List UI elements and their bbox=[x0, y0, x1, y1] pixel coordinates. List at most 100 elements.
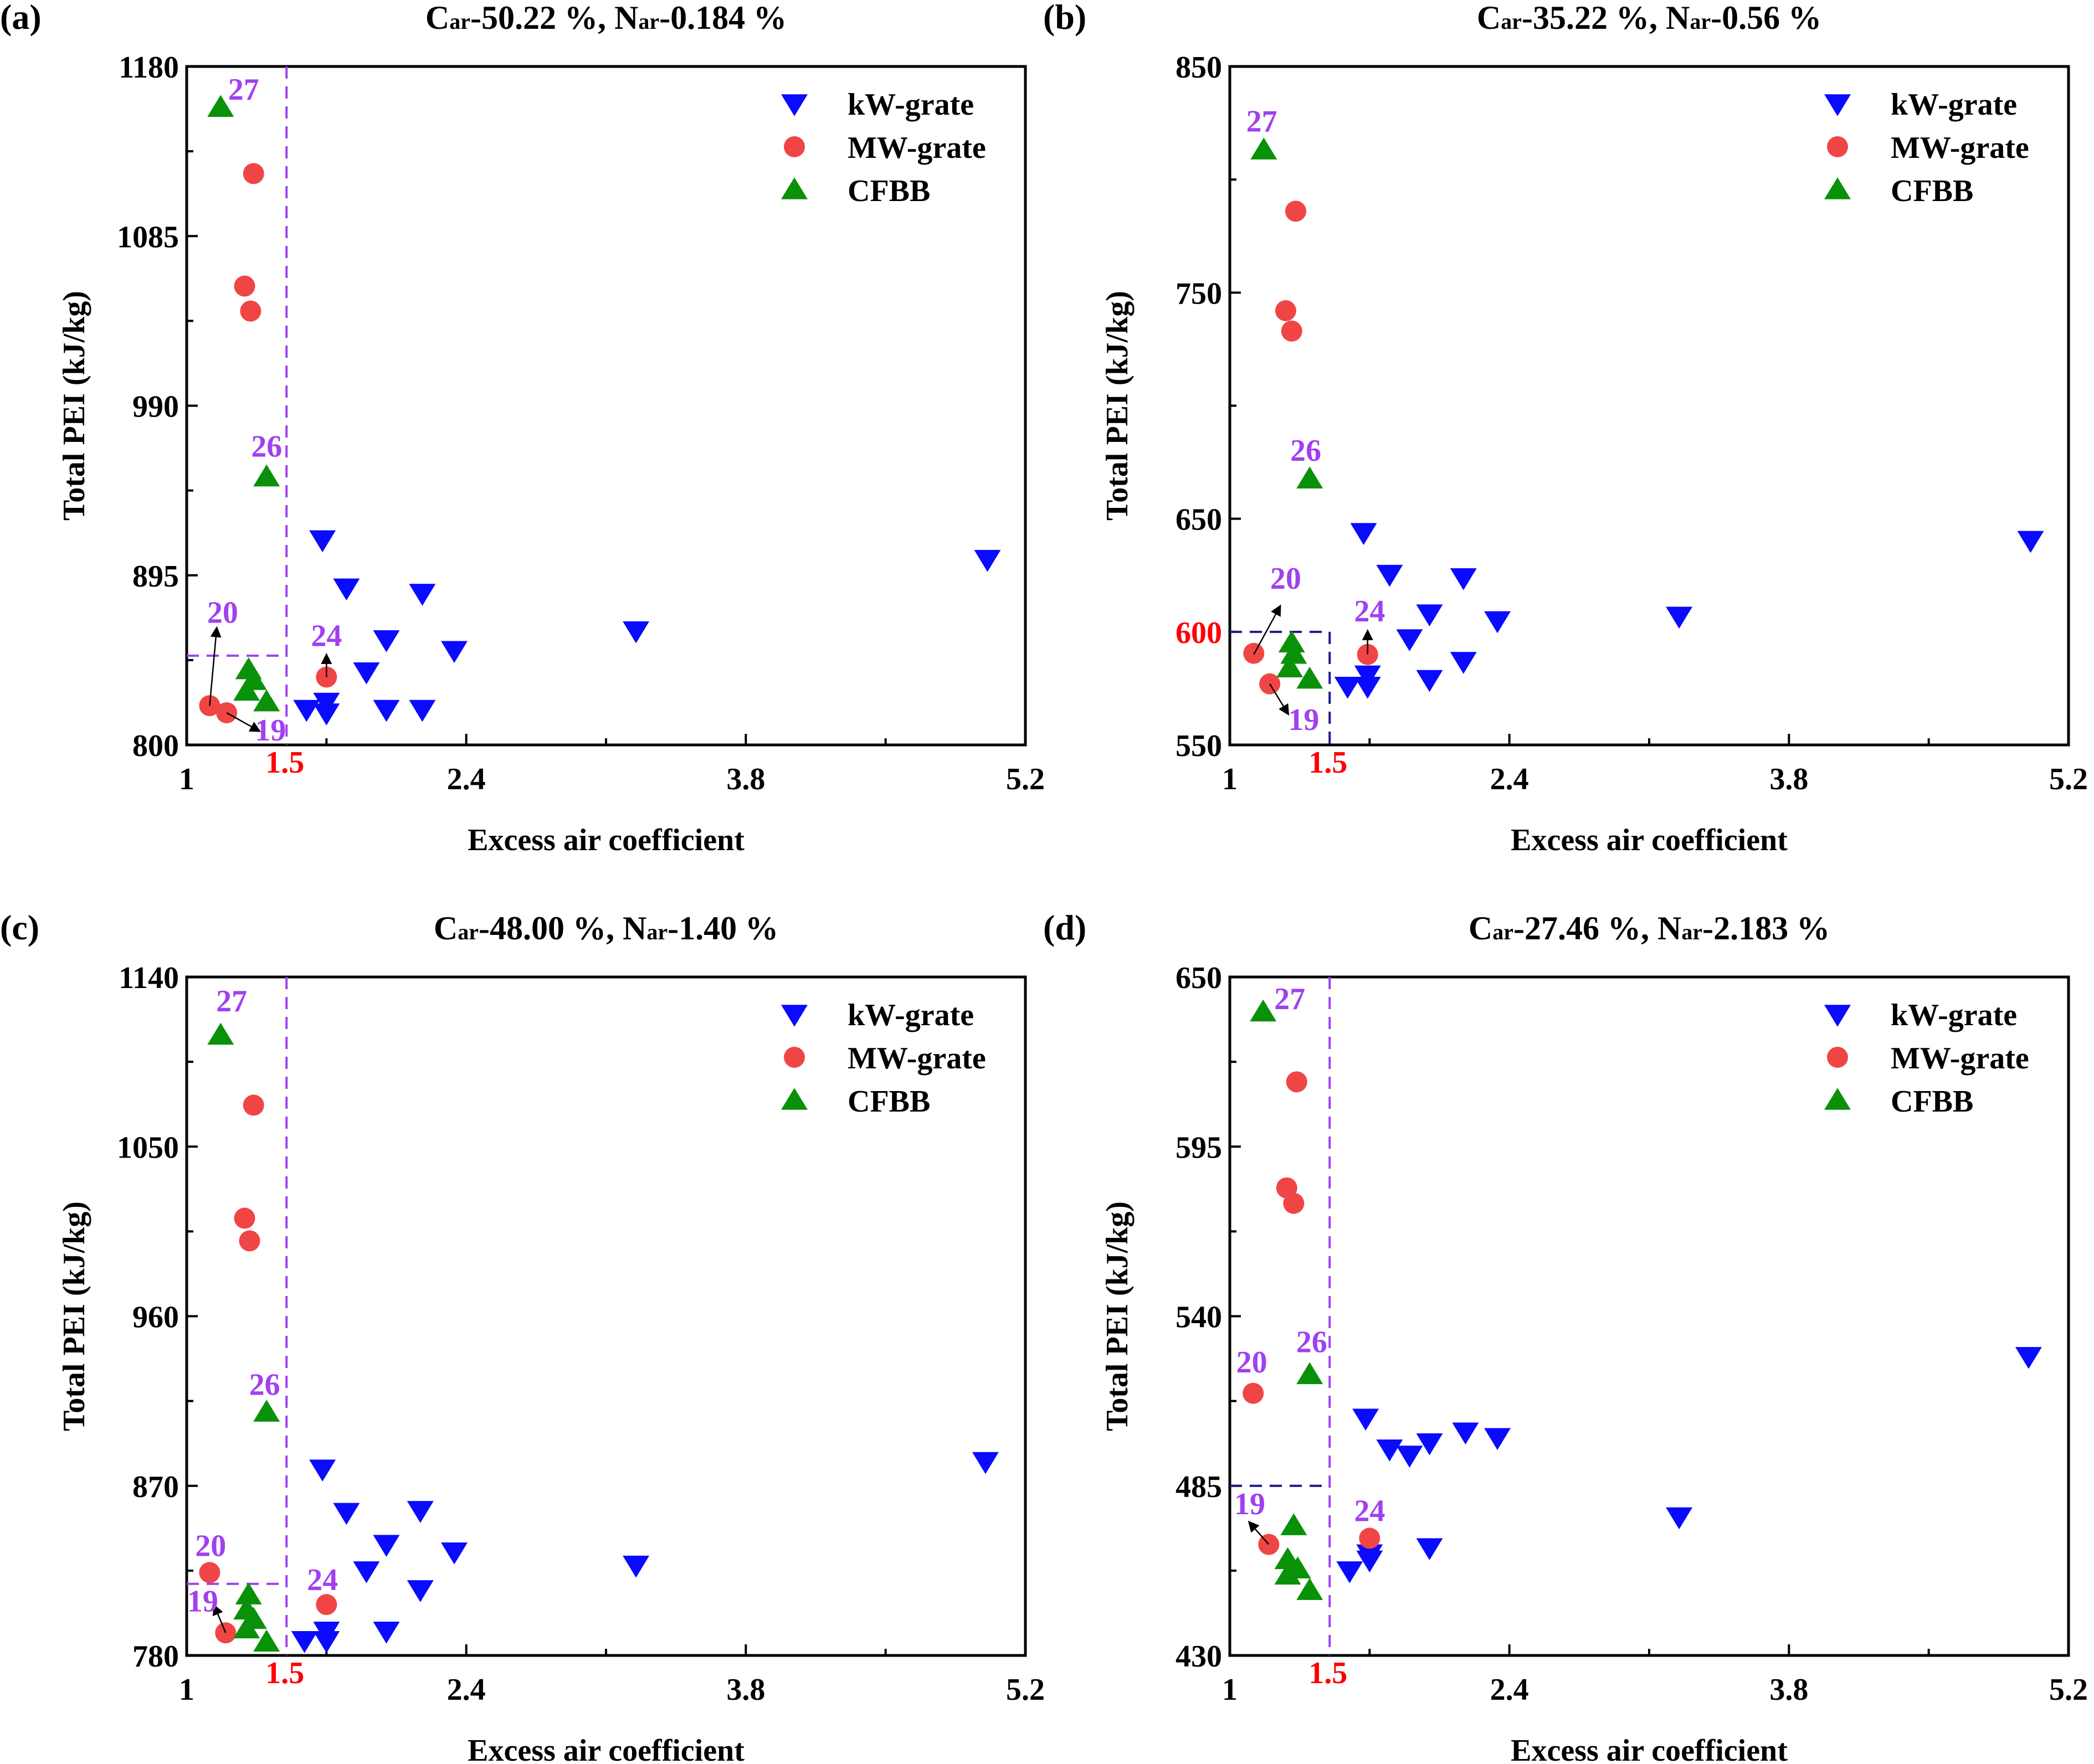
data-point-kW-grate bbox=[2015, 1347, 2042, 1369]
x-tick-label: 5.2 bbox=[1006, 1673, 1045, 1707]
data-point-kW-grate bbox=[1484, 611, 1511, 634]
data-point-MW-grate bbox=[1359, 1528, 1380, 1549]
panel-label: (b) bbox=[1043, 0, 1086, 37]
x-tick-label: 3.8 bbox=[1769, 1673, 1808, 1707]
data-point-kW-grate bbox=[972, 1452, 999, 1474]
annotation-label: 19 bbox=[1288, 703, 1319, 737]
title-part: ar bbox=[449, 9, 470, 34]
legend-label: MW-grate bbox=[1891, 131, 2029, 165]
data-point-kW-grate bbox=[1666, 1507, 1693, 1530]
series-CFBB bbox=[207, 95, 280, 712]
legend-label: CFBB bbox=[1891, 174, 1973, 208]
data-point-MW-grate bbox=[234, 1207, 255, 1229]
series-MW-grate bbox=[1243, 1071, 1380, 1555]
data-point-MW-grate bbox=[1283, 1192, 1305, 1214]
data-point-CFBB bbox=[1278, 630, 1305, 653]
annotation-arrow bbox=[212, 1603, 227, 1633]
annotation-arrow bbox=[1248, 1520, 1270, 1545]
data-point-kW-grate bbox=[407, 1501, 434, 1523]
series-CFBB bbox=[1250, 137, 1323, 689]
reference-y-label: 600 bbox=[1176, 616, 1222, 650]
data-point-kW-grate bbox=[1416, 670, 1443, 692]
series-MW-grate bbox=[199, 163, 337, 723]
data-point-CFBB bbox=[253, 1400, 280, 1422]
data-point-kW-grate bbox=[1452, 1422, 1479, 1445]
data-point-CFBB bbox=[253, 1629, 280, 1652]
title-part: ar bbox=[458, 919, 479, 944]
legend-marker-CFBB bbox=[1824, 177, 1851, 199]
data-point-kW-grate bbox=[309, 530, 336, 553]
plot-frame bbox=[1228, 975, 2070, 1657]
data-point-kW-grate bbox=[313, 703, 340, 726]
plot-frame bbox=[185, 975, 1027, 1657]
title-part: -27.46 %, N bbox=[1513, 910, 1681, 947]
data-point-kW-grate bbox=[1396, 1446, 1423, 1468]
legend-marker-MW-grate bbox=[1827, 136, 1848, 157]
annotation-label: 24 bbox=[1354, 594, 1385, 629]
data-point-CFBB bbox=[235, 1582, 262, 1604]
panel-label: (c) bbox=[0, 908, 39, 947]
legend-label: MW-grate bbox=[848, 131, 986, 165]
title-part: ar bbox=[1681, 919, 1702, 944]
data-point-kW-grate bbox=[1354, 665, 1381, 688]
annotation-label: 27 bbox=[1246, 105, 1277, 139]
x-tick-label: 3.8 bbox=[726, 762, 765, 796]
legend-marker-kW-grate bbox=[781, 94, 808, 116]
data-point-kW-grate bbox=[1334, 677, 1361, 699]
data-point-MW-grate bbox=[243, 1094, 264, 1116]
data-point-kW-grate bbox=[1336, 1561, 1363, 1583]
title-part: ar bbox=[1501, 9, 1522, 34]
data-point-kW-grate bbox=[1376, 564, 1403, 587]
y-tick-label: 960 bbox=[132, 1300, 179, 1335]
data-point-kW-grate bbox=[2017, 531, 2044, 553]
x-tick-label: 3.8 bbox=[1769, 762, 1808, 796]
data-point-kW-grate bbox=[623, 621, 650, 644]
annotation-label: 26 bbox=[251, 430, 282, 464]
y-tick-label: 1085 bbox=[117, 220, 179, 254]
data-point-kW-grate bbox=[441, 641, 468, 663]
data-point-kW-grate bbox=[1350, 523, 1377, 545]
title-part: -48.00 %, N bbox=[479, 910, 646, 947]
legend-label: MW-grate bbox=[848, 1041, 986, 1076]
y-axis-label: Total PEI (kJ/kg) bbox=[57, 291, 91, 521]
reference-x-label: 1.5 bbox=[1308, 745, 1347, 780]
x-tick-label: 2.4 bbox=[1490, 762, 1529, 796]
title-part: ar bbox=[1492, 919, 1513, 944]
data-point-kW-grate bbox=[1450, 568, 1477, 590]
data-point-kW-grate bbox=[1666, 606, 1693, 629]
title-part: -0.56 % bbox=[1711, 0, 1821, 36]
data-point-kW-grate bbox=[1396, 629, 1423, 651]
data-point-kW-grate bbox=[1416, 604, 1443, 626]
annotation-label: 24 bbox=[1354, 1494, 1385, 1528]
title-part: C bbox=[425, 0, 449, 36]
data-point-kW-grate bbox=[1356, 1544, 1383, 1567]
data-point-CFBB bbox=[253, 689, 280, 712]
data-point-kW-grate bbox=[407, 1580, 434, 1602]
annotation-label: 19 bbox=[187, 1585, 218, 1619]
panel-label: (d) bbox=[1043, 908, 1086, 947]
series-kW-grate bbox=[1334, 523, 2044, 699]
data-point-CFBB bbox=[1296, 1578, 1323, 1600]
legend-label: kW-grate bbox=[848, 998, 974, 1032]
title-part: -35.22 %, N bbox=[1522, 0, 1690, 36]
y-tick-label: 595 bbox=[1176, 1130, 1222, 1165]
y-tick-label: 650 bbox=[1176, 961, 1222, 995]
data-point-kW-grate bbox=[333, 578, 360, 601]
chart-title: Car-27.46 %, Nar-2.183 % bbox=[1469, 910, 1830, 947]
y-tick-label: 990 bbox=[132, 390, 179, 424]
chart-title: Car-50.22 %, Nar-0.184 % bbox=[425, 0, 787, 36]
data-point-kW-grate bbox=[373, 1535, 400, 1557]
data-point-kW-grate bbox=[373, 700, 400, 722]
series-kW-grate bbox=[293, 530, 1001, 726]
y-tick-label: 1050 bbox=[117, 1130, 179, 1165]
y-tick-label: 750 bbox=[1176, 276, 1222, 311]
annotation-arrow bbox=[1253, 604, 1281, 655]
title-part: -2.183 % bbox=[1702, 910, 1830, 947]
data-point-CFBB bbox=[1276, 655, 1303, 677]
data-point-kW-grate bbox=[409, 700, 436, 722]
x-axis-label: Excess air coefficient bbox=[1511, 823, 1788, 857]
data-point-kW-grate bbox=[291, 1631, 318, 1653]
x-tick-label: 2.4 bbox=[447, 1673, 486, 1707]
title-part: C bbox=[1477, 0, 1501, 36]
